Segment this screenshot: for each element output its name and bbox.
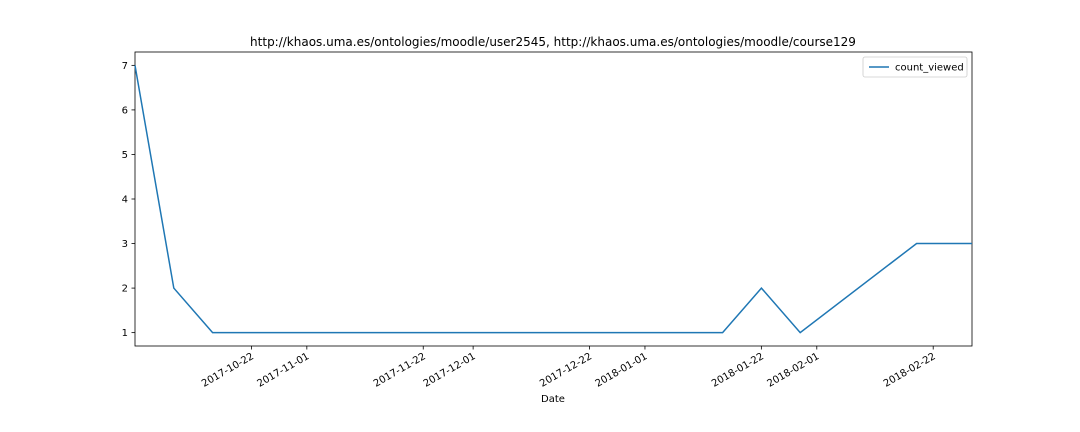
y-tick-label: 3: [122, 239, 128, 250]
x-tick-label: 2017-11-22: [372, 351, 428, 390]
x-tick-label: 2018-02-22: [882, 351, 938, 390]
x-tick-label: 2017-12-01: [422, 351, 478, 390]
legend-box: [862, 56, 968, 78]
y-tick-label: 5: [122, 150, 128, 161]
x-tick-label: 2018-02-01: [765, 351, 821, 390]
legend-entry: count_viewed: [895, 63, 964, 74]
y-tick-label: 1: [122, 328, 128, 339]
plot-frame: [134, 51, 973, 347]
y-tick-label: 6: [122, 105, 128, 116]
y-tick-label: 7: [122, 61, 128, 72]
x-tick-label: 2018-01-22: [710, 351, 766, 390]
x-axis-label: Date: [541, 394, 565, 405]
x-tick-label: 2017-11-01: [255, 351, 311, 390]
series-line-count_viewed: [134, 65, 972, 334]
x-tick-label: 2017-10-22: [200, 351, 256, 390]
y-tick-label: 2: [122, 284, 128, 295]
x-tick-label: 2017-12-22: [538, 351, 594, 390]
legend: count_viewed: [862, 56, 968, 78]
x-tick-label: 2018-01-01: [594, 351, 650, 390]
y-tick-label: 4: [122, 195, 128, 206]
chart-title: http://khaos.uma.es/ontologies/moodle/us…: [250, 35, 856, 49]
